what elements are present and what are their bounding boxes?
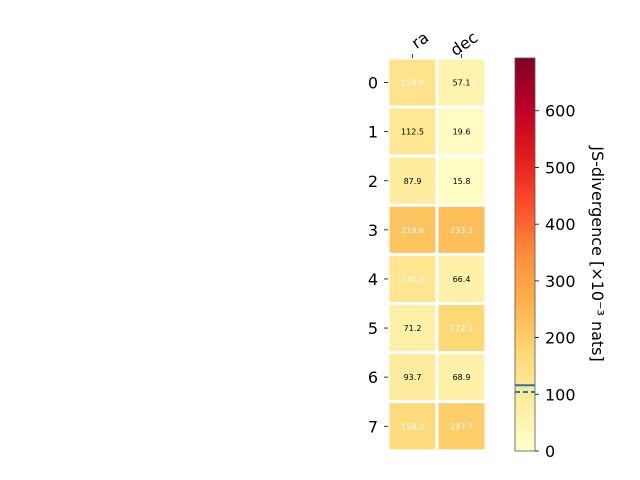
cell-value-label: 68.9: [453, 373, 471, 382]
cell-value-label: 66.4: [453, 275, 471, 284]
colorbar-tick-label: 600: [545, 102, 576, 121]
row-label: 2: [368, 172, 378, 191]
colorbar-tick-label: 400: [545, 215, 576, 234]
row-label: 7: [368, 417, 378, 436]
colorbar-label: JS-divergence [×10⁻³ nats]: [588, 145, 607, 361]
column-label: dec: [447, 28, 481, 60]
colorbar-tick-label: 200: [545, 329, 576, 348]
column-label: ra: [408, 28, 432, 53]
heatmap-cell: [435, 105, 488, 158]
cell-value-label: 112.5: [401, 128, 424, 137]
colorbar: 0 100 200 300 400 500 600: [514, 57, 576, 461]
cell-value-label: 71.2: [404, 324, 422, 333]
heatmap-cell: [435, 154, 488, 207]
cell-value-label: 19.6: [453, 128, 471, 137]
colorbar-tick-label: 100: [545, 385, 576, 404]
row-label: 1: [368, 123, 378, 142]
row-label: 0: [368, 74, 378, 93]
row-label: 4: [368, 270, 378, 289]
cell-value-label: 87.9: [404, 177, 422, 186]
cell-value-label: 57.1: [453, 79, 471, 88]
heatmap-cell: [435, 252, 488, 305]
colorbar-tick-label: 500: [545, 158, 576, 177]
heatmap-cells: 129.0 57.1 112.5 19.6 87.9 15.8 219.6 233.3 120.…: [386, 56, 488, 453]
heatmap-cell: [435, 400, 488, 453]
colorbar-gradient: [514, 57, 536, 452]
cell-value-label: 15.8: [453, 177, 471, 186]
cell-value-label: 159.3: [401, 422, 424, 431]
cell-value-label: 219.6: [401, 226, 424, 235]
row-labels: 0 1 2 3 4 5 6 7: [368, 74, 388, 436]
cell-value-label: 129.0: [401, 79, 424, 88]
cell-value-label: 93.7: [404, 373, 422, 382]
row-label: 3: [368, 221, 378, 240]
column-labels: ra dec: [408, 28, 481, 60]
cell-value-label: 233.3: [450, 226, 473, 235]
colorbar-tick-label: 0: [545, 442, 555, 461]
cell-value-label: 172.1: [450, 324, 473, 333]
cell-value-label: 120.3: [401, 275, 424, 284]
heatmap-cell: [435, 203, 488, 256]
colorbar-tick-label: 300: [545, 272, 576, 291]
row-label: 5: [368, 319, 378, 338]
cell-value-label: 197.7: [450, 422, 473, 431]
row-label: 6: [368, 368, 378, 387]
